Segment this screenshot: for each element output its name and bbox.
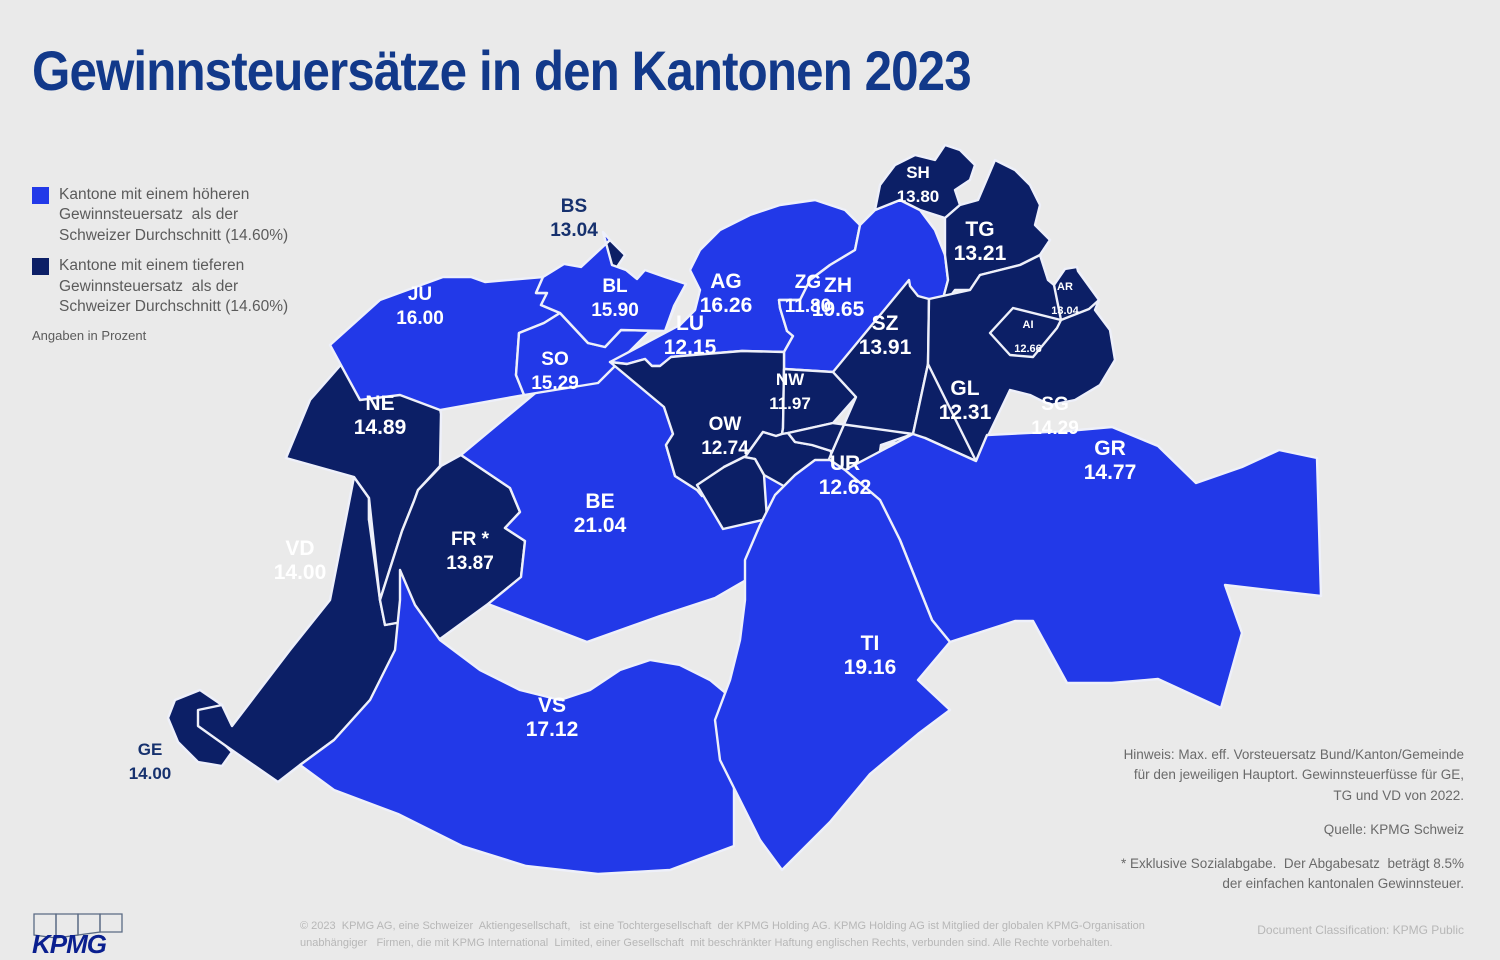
svg-text:12.74: 12.74	[701, 438, 749, 459]
svg-text:SG: SG	[1041, 394, 1068, 415]
svg-text:BS: BS	[561, 196, 587, 217]
svg-text:16.26: 16.26	[700, 294, 753, 317]
svg-text:NE: NE	[365, 392, 394, 415]
svg-text:ZH: ZH	[824, 274, 852, 297]
svg-text:15.90: 15.90	[591, 300, 639, 321]
svg-text:SZ: SZ	[872, 312, 899, 335]
svg-text:SH: SH	[906, 163, 930, 182]
svg-text:AG: AG	[710, 270, 742, 293]
svg-text:GL: GL	[950, 377, 979, 400]
svg-text:GE: GE	[138, 740, 163, 759]
svg-text:TI: TI	[861, 632, 880, 655]
svg-text:11.97: 11.97	[769, 394, 811, 413]
svg-text:19.16: 19.16	[844, 656, 897, 679]
svg-text:14.29: 14.29	[1031, 418, 1079, 439]
svg-text:13.87: 13.87	[446, 553, 494, 574]
svg-text:12.62: 12.62	[819, 476, 872, 499]
svg-text:GR: GR	[1094, 437, 1126, 460]
svg-text:UR: UR	[830, 452, 860, 475]
svg-text:AI: AI	[1023, 319, 1034, 331]
svg-text:21.04: 21.04	[574, 514, 627, 537]
svg-text:12.31: 12.31	[939, 401, 992, 424]
svg-text:AR: AR	[1057, 281, 1073, 293]
svg-text:OW: OW	[709, 414, 742, 435]
svg-text:12.15: 12.15	[664, 336, 717, 359]
svg-text:FR *: FR *	[451, 529, 490, 550]
svg-text:14.00: 14.00	[129, 764, 172, 783]
svg-text:14.77: 14.77	[1084, 461, 1137, 484]
svg-text:14.89: 14.89	[354, 416, 407, 439]
svg-text:13.04: 13.04	[1051, 305, 1079, 317]
svg-text:LU: LU	[676, 312, 704, 335]
svg-text:ZG: ZG	[795, 272, 821, 293]
svg-text:JU: JU	[408, 284, 432, 305]
svg-text:SO: SO	[541, 349, 568, 370]
svg-text:13.21: 13.21	[954, 242, 1007, 265]
svg-text:BL: BL	[602, 276, 628, 297]
svg-text:12.66: 12.66	[1014, 343, 1042, 355]
svg-text:13.80: 13.80	[897, 187, 940, 206]
svg-text:TG: TG	[965, 218, 994, 241]
svg-text:15.29: 15.29	[531, 373, 579, 394]
svg-text:13.91: 13.91	[859, 336, 912, 359]
svg-text:VS: VS	[538, 694, 566, 717]
svg-text:16.00: 16.00	[396, 308, 444, 329]
svg-text:17.12: 17.12	[526, 718, 579, 741]
svg-text:11.80: 11.80	[785, 296, 832, 317]
svg-text:13.04: 13.04	[550, 220, 598, 241]
svg-text:VD: VD	[285, 537, 314, 560]
svg-text:NW: NW	[776, 370, 805, 389]
svg-text:14.00: 14.00	[274, 561, 327, 584]
svg-text:BE: BE	[585, 490, 614, 513]
